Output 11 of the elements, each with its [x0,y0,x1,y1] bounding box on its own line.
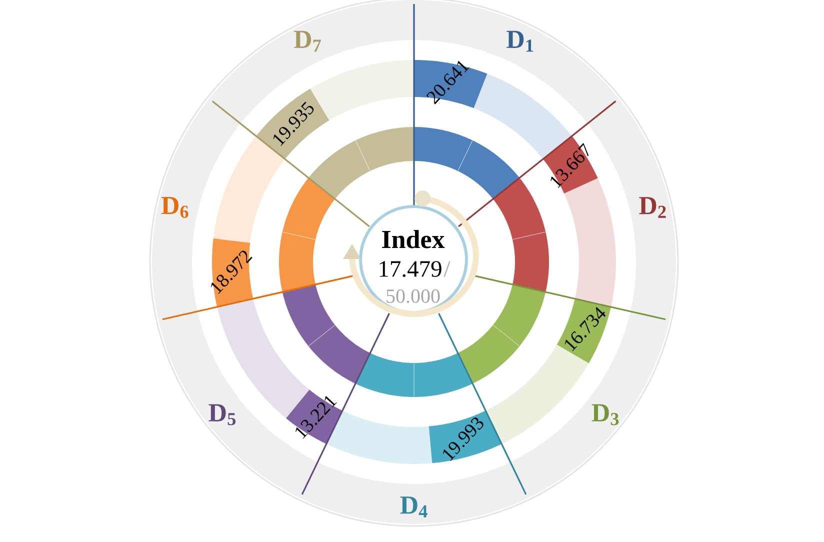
category-label: D$_{2}$ [639,197,666,218]
category-label: D$_{1}$ [506,30,534,52]
category-label: D$_{6}$ [161,196,188,218]
category-label: D$_{5}$ [208,404,236,426]
category-label: D$_{7}$ [294,30,321,52]
data-label: 50.000 [386,289,440,303]
data-label: 17.479 [380,261,442,278]
category-label: D$_{4}$ [400,496,428,518]
text: Index [382,230,445,248]
text: / [444,261,450,277]
category-label: D$_{3}$ [592,404,619,426]
